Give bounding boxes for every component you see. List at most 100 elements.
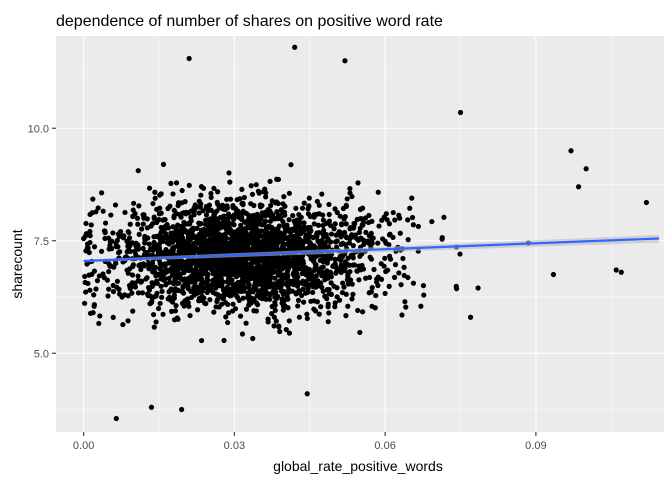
data-point: [203, 248, 209, 254]
data-point: [259, 202, 265, 209]
data-point: [301, 268, 307, 274]
data-point: [281, 298, 287, 305]
data-point: [137, 261, 143, 268]
data-point: [198, 221, 204, 227]
data-point: [110, 230, 116, 236]
data-point: [254, 221, 261, 227]
data-point: [130, 308, 136, 314]
data-point: [296, 212, 302, 218]
data-point: [192, 202, 198, 208]
data-point: [159, 249, 166, 256]
data-point: [191, 292, 197, 298]
data-point: [229, 236, 235, 242]
data-point: [233, 288, 239, 295]
data-point: [391, 274, 398, 280]
data-point: [286, 234, 292, 240]
data-point: [421, 292, 427, 298]
data-point: [156, 241, 163, 247]
data-point: [231, 215, 237, 221]
data-point: [288, 162, 294, 168]
data-point: [286, 190, 292, 196]
data-point: [272, 299, 278, 306]
data-point: [233, 293, 240, 299]
data-point: [316, 230, 322, 236]
data-point: [367, 241, 373, 247]
data-point: [158, 210, 164, 216]
data-point: [208, 194, 214, 201]
data-point: [216, 205, 222, 211]
data-point: [212, 239, 218, 245]
data-point: [174, 280, 180, 286]
data-point: [93, 286, 99, 292]
data-point: [142, 249, 148, 256]
data-point: [382, 290, 388, 297]
data-point: [154, 290, 160, 296]
data-point: [344, 196, 350, 202]
data-point: [354, 216, 360, 222]
data-point: [175, 222, 181, 228]
data-point: [271, 314, 277, 320]
data-point: [111, 264, 117, 270]
data-point: [122, 209, 128, 216]
data-point: [262, 270, 268, 276]
data-point: [214, 296, 221, 303]
data-point: [165, 249, 171, 255]
data-point: [342, 229, 348, 236]
data-point: [188, 218, 194, 224]
data-point: [300, 286, 306, 292]
data-point: [311, 298, 317, 304]
data-point: [550, 271, 557, 278]
data-point: [316, 239, 322, 246]
data-point: [258, 291, 264, 297]
data-point: [349, 281, 355, 287]
data-point: [162, 261, 168, 267]
data-point: [269, 303, 275, 310]
data-point: [568, 148, 574, 154]
data-point: [387, 256, 394, 262]
x-tick-label: 0.03: [224, 440, 245, 452]
data-point: [268, 202, 274, 209]
data-point: [326, 211, 332, 218]
data-point: [156, 217, 162, 223]
data-point: [233, 237, 239, 243]
data-point: [342, 58, 348, 64]
data-point: [124, 238, 130, 244]
data-point: [232, 306, 239, 312]
data-point: [331, 283, 337, 289]
data-point: [390, 209, 396, 216]
data-point: [164, 239, 170, 246]
data-point: [359, 262, 365, 269]
data-point: [301, 200, 307, 206]
data-point: [206, 220, 213, 226]
data-point: [205, 207, 211, 214]
data-point: [186, 210, 192, 216]
data-point: [320, 288, 326, 294]
data-point: [194, 225, 200, 231]
data-point: [211, 185, 217, 191]
data-point: [106, 286, 112, 292]
data-point: [202, 217, 209, 223]
data-point: [613, 267, 619, 273]
data-point: [150, 269, 156, 275]
data-point: [212, 220, 219, 226]
data-point: [213, 304, 219, 310]
data-point: [418, 303, 424, 309]
data-point: [126, 230, 132, 236]
data-point: [254, 211, 260, 217]
data-point: [149, 283, 155, 289]
data-point: [102, 235, 108, 242]
data-point: [173, 303, 179, 309]
data-point: [360, 222, 366, 228]
data-point: [147, 293, 153, 299]
data-point: [351, 262, 358, 268]
data-point: [193, 235, 199, 241]
data-point: [250, 256, 256, 262]
data-point: [87, 239, 93, 246]
data-point: [415, 223, 421, 230]
data-point: [346, 240, 353, 246]
data-point: [378, 276, 385, 282]
data-point: [298, 225, 304, 231]
data-point: [398, 282, 404, 288]
data-point: [191, 284, 197, 291]
